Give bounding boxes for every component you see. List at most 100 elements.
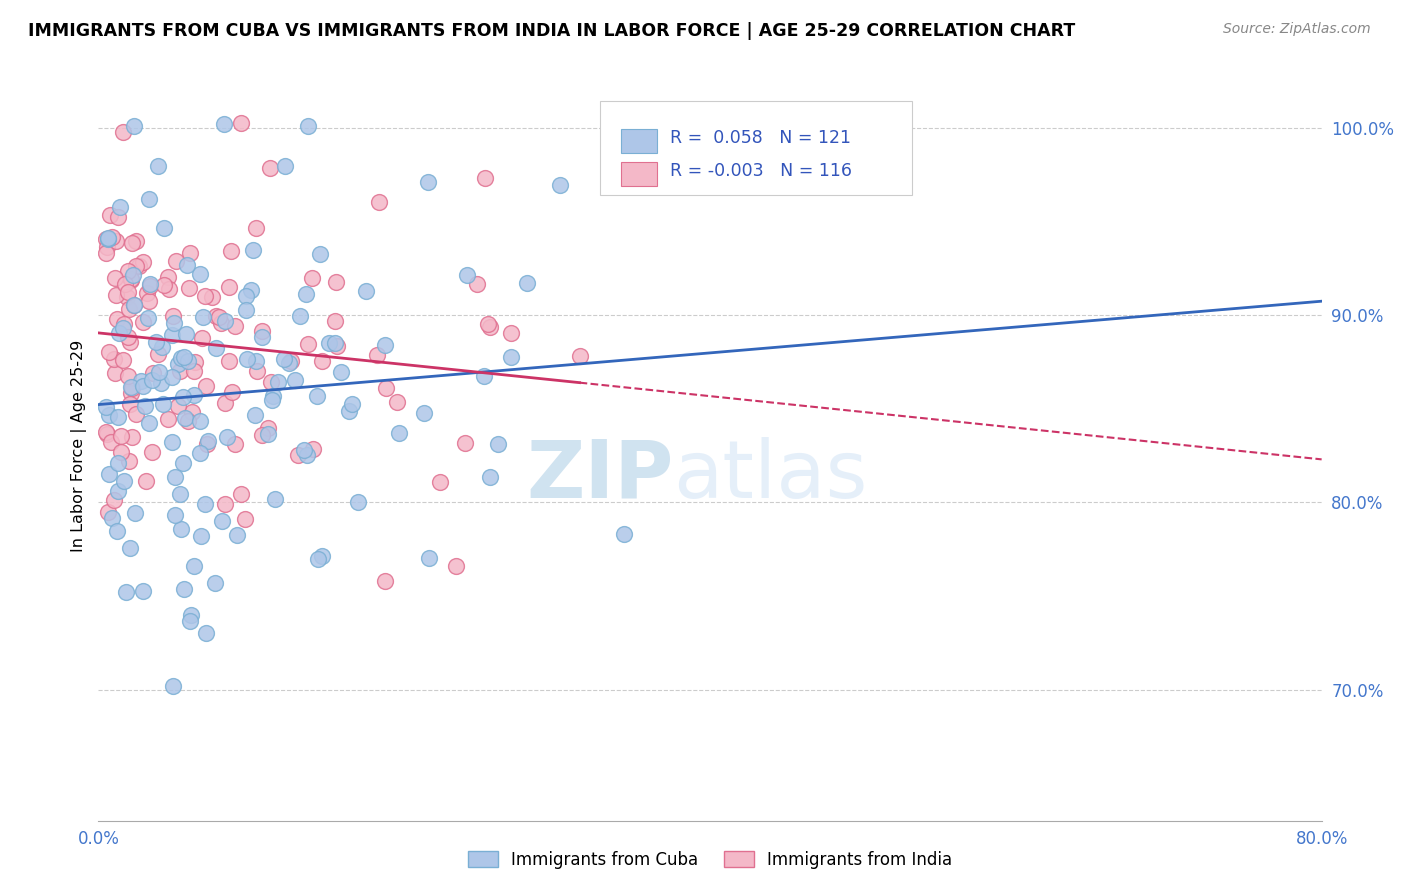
Point bbox=[157, 282, 180, 296]
Point bbox=[100, 511, 122, 525]
Point bbox=[160, 370, 183, 384]
Point bbox=[105, 312, 128, 326]
Point bbox=[191, 331, 214, 345]
Point bbox=[138, 294, 160, 309]
Point bbox=[548, 178, 571, 193]
Point bbox=[132, 315, 155, 329]
Point bbox=[97, 505, 120, 519]
Point bbox=[235, 352, 257, 367]
Point bbox=[132, 583, 155, 598]
Point bbox=[118, 541, 141, 556]
Text: atlas: atlas bbox=[673, 437, 868, 515]
Text: ZIP: ZIP bbox=[526, 437, 673, 515]
Point bbox=[311, 354, 333, 368]
Point bbox=[201, 290, 224, 304]
Point bbox=[340, 397, 363, 411]
Point bbox=[150, 340, 173, 354]
Point bbox=[107, 456, 129, 470]
Point bbox=[112, 474, 135, 488]
Point bbox=[173, 351, 195, 365]
Point bbox=[120, 386, 142, 401]
Point bbox=[135, 474, 157, 488]
Point bbox=[96, 240, 118, 254]
Point bbox=[124, 119, 146, 133]
Point bbox=[218, 354, 240, 368]
Point bbox=[472, 369, 495, 384]
Point bbox=[138, 192, 160, 206]
Point bbox=[465, 277, 488, 292]
Point bbox=[486, 436, 509, 450]
Point bbox=[118, 454, 141, 468]
Point bbox=[301, 271, 323, 285]
Point bbox=[184, 355, 207, 369]
Point bbox=[125, 234, 148, 248]
Point bbox=[287, 448, 309, 462]
Point bbox=[288, 309, 311, 323]
Point bbox=[156, 412, 179, 426]
Point bbox=[162, 680, 184, 694]
Point bbox=[195, 379, 218, 393]
Point bbox=[112, 320, 135, 334]
Point bbox=[318, 335, 340, 350]
Point bbox=[337, 403, 360, 417]
Point bbox=[194, 497, 217, 511]
Point bbox=[257, 421, 280, 435]
Point bbox=[131, 255, 153, 269]
Point bbox=[221, 244, 243, 258]
Point bbox=[153, 277, 176, 292]
Point bbox=[110, 429, 132, 443]
FancyBboxPatch shape bbox=[600, 102, 912, 195]
Point bbox=[163, 508, 186, 523]
Point bbox=[124, 298, 146, 312]
Point bbox=[100, 434, 122, 449]
Point bbox=[121, 430, 143, 444]
Point bbox=[224, 436, 246, 450]
Point bbox=[239, 283, 262, 297]
Point bbox=[292, 442, 315, 457]
Point bbox=[183, 364, 205, 378]
Point bbox=[280, 353, 302, 368]
Point bbox=[456, 268, 478, 282]
Point bbox=[118, 335, 141, 350]
Point bbox=[105, 234, 128, 248]
Point bbox=[103, 492, 125, 507]
Point bbox=[169, 487, 191, 501]
Point bbox=[284, 373, 307, 387]
Point bbox=[170, 522, 193, 536]
Point bbox=[107, 326, 129, 341]
Point bbox=[190, 529, 212, 543]
Point bbox=[97, 231, 120, 245]
Point bbox=[388, 426, 411, 441]
Point bbox=[98, 208, 121, 222]
Point bbox=[278, 356, 301, 370]
Point bbox=[114, 277, 136, 291]
Point bbox=[235, 289, 257, 303]
Point bbox=[235, 302, 257, 317]
Point bbox=[323, 314, 346, 328]
Point bbox=[166, 357, 188, 371]
Point bbox=[169, 363, 191, 377]
Point bbox=[205, 310, 228, 324]
Point bbox=[138, 416, 160, 430]
Legend: Immigrants from Cuba, Immigrants from India: Immigrants from Cuba, Immigrants from In… bbox=[468, 850, 952, 869]
Point bbox=[224, 318, 246, 333]
Point bbox=[297, 336, 319, 351]
Point bbox=[218, 279, 240, 293]
Point bbox=[453, 436, 475, 450]
Point bbox=[177, 414, 200, 428]
Point bbox=[122, 268, 145, 283]
Point bbox=[375, 381, 398, 395]
Point bbox=[97, 232, 120, 246]
Point bbox=[330, 365, 353, 379]
Point bbox=[250, 325, 273, 339]
Point bbox=[374, 574, 396, 588]
Point bbox=[245, 221, 267, 235]
Point bbox=[347, 495, 370, 509]
Point bbox=[120, 380, 142, 394]
Point bbox=[217, 430, 239, 444]
Point bbox=[413, 406, 436, 420]
Point bbox=[139, 277, 162, 292]
Point bbox=[97, 409, 120, 423]
Point bbox=[516, 277, 538, 291]
Text: R = -0.003   N = 116: R = -0.003 N = 116 bbox=[669, 161, 852, 179]
